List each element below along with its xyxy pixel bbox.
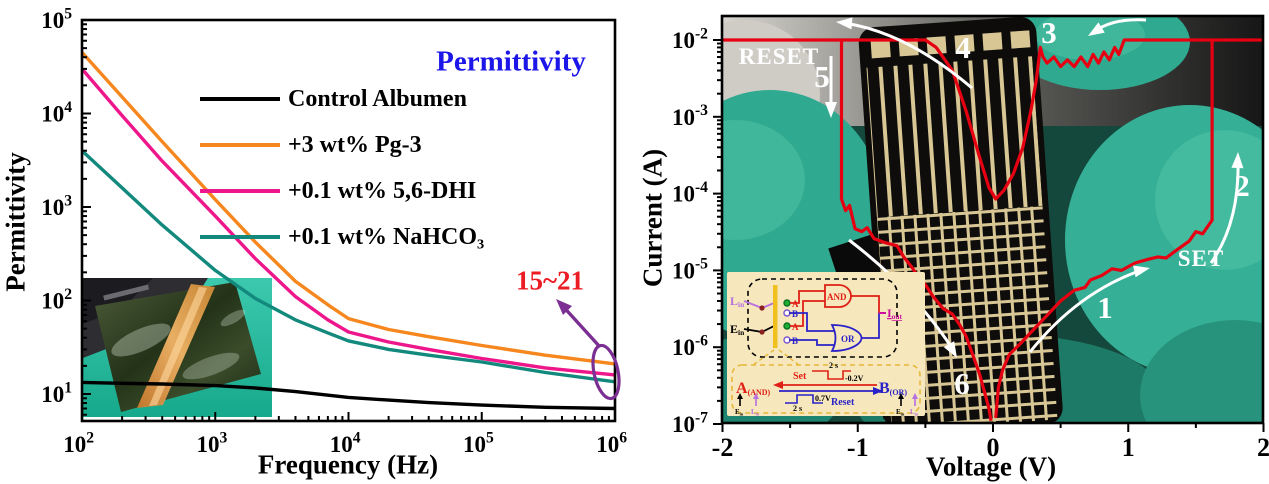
svg-text:102: 102 bbox=[63, 429, 94, 457]
switch-bar bbox=[773, 285, 778, 348]
legend-line-swatch bbox=[200, 143, 280, 147]
svg-text:105: 105 bbox=[41, 5, 72, 33]
annotation-range: 15~21 bbox=[515, 265, 585, 296]
iv-curve bbox=[722, 38, 1263, 422]
legend-line-swatch bbox=[200, 189, 280, 193]
series-+3 wt% Pg-3 bbox=[80, 51, 616, 366]
y-axis-label-current: Current (A) bbox=[637, 148, 668, 288]
and-gate bbox=[824, 284, 852, 308]
film-photo-art bbox=[83, 278, 272, 417]
svg-text:B(OR): B(OR) bbox=[879, 380, 907, 397]
branch-2-label: 2 bbox=[1234, 168, 1250, 203]
x-axis-label-voltage: Voltage (V) bbox=[925, 451, 1057, 482]
axis-ticks bbox=[81, 19, 616, 421]
svg-text:0: 0 bbox=[987, 433, 1000, 462]
branch-4-label: 4 bbox=[955, 30, 971, 65]
branch-6-label: 6 bbox=[954, 366, 970, 401]
legend-item: +0.1 wt% NaHCO₃ bbox=[200, 214, 484, 260]
x-axis-label-frequency: Frequency (Hz) bbox=[257, 449, 439, 480]
svg-text:A: A bbox=[792, 299, 799, 309]
svg-text:-2: -2 bbox=[712, 433, 734, 462]
svg-text:2: 2 bbox=[1257, 433, 1269, 462]
svg-text:A(AND): A(AND) bbox=[736, 380, 771, 397]
svg-text:101: 101 bbox=[41, 379, 72, 407]
svg-text:Ein: Ein bbox=[730, 322, 745, 337]
svg-text:-1: -1 bbox=[847, 433, 869, 462]
svg-text:2 s: 2 s bbox=[829, 361, 838, 370]
legend-line-swatch bbox=[200, 97, 280, 101]
legend: Control Albumen +3 wt% Pg-3 +0.1 wt% 5,6-D… bbox=[200, 76, 484, 260]
svg-text:B: B bbox=[792, 336, 798, 346]
legend-line-swatch bbox=[200, 235, 280, 239]
branch-3-label: 3 bbox=[1041, 15, 1057, 50]
annotation-ellipse bbox=[591, 343, 621, 401]
svg-text:103: 103 bbox=[196, 429, 227, 457]
svg-text:10-6: 10-6 bbox=[672, 333, 708, 361]
svg-text:-0.2V: -0.2V bbox=[845, 374, 864, 383]
svg-text:AND: AND bbox=[827, 292, 847, 302]
memristor-device bbox=[828, 16, 1063, 423]
svg-text:102: 102 bbox=[41, 286, 72, 314]
or-gate bbox=[830, 324, 863, 352]
svg-text:Set: Set bbox=[793, 371, 807, 382]
svg-text:1: 1 bbox=[1122, 433, 1135, 462]
svg-text:10-2: 10-2 bbox=[672, 25, 708, 53]
chart-title: Permittivity bbox=[436, 45, 586, 78]
series-+0.1 wt% 5,6-DHI bbox=[80, 67, 616, 377]
svg-text:103: 103 bbox=[41, 192, 72, 220]
svg-text:104: 104 bbox=[41, 99, 72, 127]
svg-text:0.7V: 0.7V bbox=[815, 394, 831, 403]
set-label: SET bbox=[1177, 246, 1225, 271]
svg-text:Lin: Lin bbox=[910, 408, 919, 416]
svg-text:Iout: Iout bbox=[887, 306, 903, 321]
svg-text:10-7: 10-7 bbox=[672, 409, 708, 437]
svg-text:Lin: Lin bbox=[730, 294, 745, 309]
svg-text:A: A bbox=[792, 322, 799, 332]
legend-item: +0.1 wt% 5,6-DHI bbox=[200, 168, 484, 214]
logic-circuit-inset: Lin Ein A B A B AND OR Iout A(AND) B(OR) Set Reset 2 … bbox=[727, 272, 925, 416]
branch-5-label: 5 bbox=[814, 59, 830, 94]
series-+0.1 wt% NaHCO₃ bbox=[80, 149, 616, 384]
reset-label: RESET bbox=[738, 44, 820, 69]
legend-label: Control Albumen bbox=[288, 85, 467, 112]
svg-text:B: B bbox=[792, 309, 798, 319]
svg-text:105: 105 bbox=[463, 429, 494, 457]
circuit-box bbox=[747, 278, 898, 358]
svg-text:106: 106 bbox=[596, 429, 627, 457]
y-axis-label-permittivity: Permittivity bbox=[0, 152, 31, 292]
legend-label: +3 wt% Pg-3 bbox=[288, 131, 422, 158]
svg-text:2 s: 2 s bbox=[793, 404, 802, 413]
svg-text:Reset: Reset bbox=[831, 397, 855, 408]
legend-label: +0.1 wt% NaHCO₃ bbox=[288, 223, 485, 250]
svg-text:10-3: 10-3 bbox=[672, 102, 708, 130]
legend-item: Control Albumen bbox=[200, 76, 484, 122]
film-photo-inset bbox=[83, 278, 272, 417]
legend-label: +0.1 wt% 5,6-DHI bbox=[288, 177, 477, 204]
legend-item: +3 wt% Pg-3 bbox=[200, 122, 484, 168]
svg-text:10-5: 10-5 bbox=[672, 256, 708, 284]
svg-text:Ein: Ein bbox=[735, 408, 744, 416]
pulse-box bbox=[731, 364, 921, 414]
svg-text:10-4: 10-4 bbox=[672, 179, 708, 207]
svg-text:Ein: Ein bbox=[896, 408, 905, 416]
series-Control Albumen bbox=[81, 380, 616, 411]
svg-text:OR: OR bbox=[841, 334, 855, 344]
branch-1-label: 1 bbox=[1097, 290, 1113, 325]
axis-ticks bbox=[713, 39, 1265, 432]
svg-text:Lin: Lin bbox=[751, 408, 760, 416]
